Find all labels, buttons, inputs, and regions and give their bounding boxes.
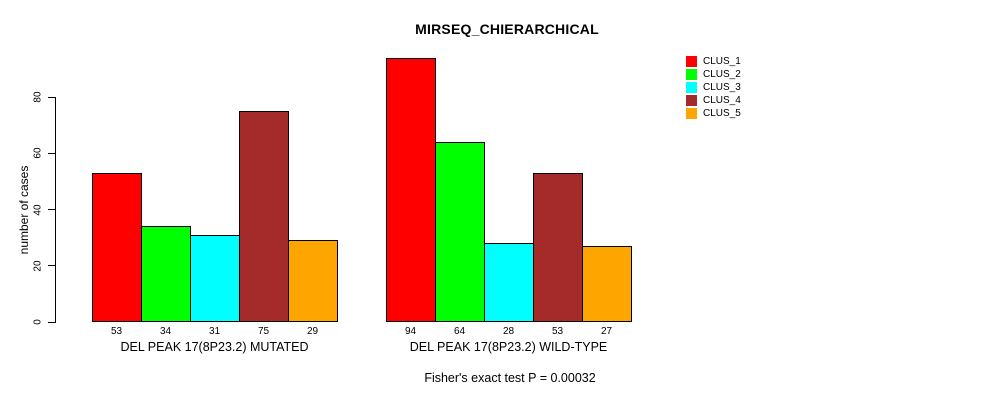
bar-value-label: 34 xyxy=(159,326,172,337)
y-axis-tick xyxy=(48,321,56,323)
y-axis-tick-label: 40 xyxy=(32,203,44,216)
bar-clus_1-group1 xyxy=(92,172,142,322)
bar-clus_5-group1 xyxy=(288,240,338,322)
legend-swatch-icon xyxy=(686,108,697,119)
y-axis-tick xyxy=(48,265,56,267)
legend-item-clus_5: CLUS_5 xyxy=(686,108,741,119)
bar-clus_1-group2 xyxy=(386,57,436,322)
y-axis-tick-label: 20 xyxy=(32,260,44,272)
legend-item-clus_1: CLUS_1 xyxy=(686,56,741,67)
bar-value-label: 31 xyxy=(208,326,221,337)
bar-clus_4-group1 xyxy=(239,111,289,322)
y-axis-tick-label: 60 xyxy=(32,147,44,159)
bar-value-label: 75 xyxy=(257,326,270,337)
legend-label: CLUS_3 xyxy=(703,82,741,93)
bar-clus_2-group1 xyxy=(141,226,191,322)
y-axis-tick xyxy=(48,209,56,210)
y-axis-tick-label: 80 xyxy=(32,91,44,103)
bar-clus_2-group2 xyxy=(435,142,485,322)
footer-annotation: Fisher's exact test P = 0.00032 xyxy=(424,371,596,385)
bar-clus_5-group2 xyxy=(582,246,632,322)
legend-item-clus_3: CLUS_3 xyxy=(686,82,741,93)
x-group-label: DEL PEAK 17(8P23.2) WILD-TYPE xyxy=(409,340,608,354)
legend: CLUS_1 CLUS_2 CLUS_3 CLUS_4 CLUS_5 xyxy=(686,56,741,119)
legend-label: CLUS_2 xyxy=(703,69,741,80)
legend-swatch-icon xyxy=(686,95,697,106)
legend-swatch-icon xyxy=(686,82,697,93)
legend-item-clus_4: CLUS_4 xyxy=(686,95,741,106)
legend-item-clus_2: CLUS_2 xyxy=(686,69,741,80)
x-group-label: DEL PEAK 17(8P23.2) MUTATED xyxy=(120,340,309,354)
chart-title: MIRSEQ_CHIERARCHICAL xyxy=(415,21,599,37)
legend-swatch-icon xyxy=(686,69,697,80)
bar-value-label: 64 xyxy=(453,326,466,337)
bar-value-label: 27 xyxy=(600,326,613,337)
bar-clus_3-group1 xyxy=(190,234,240,322)
legend-label: CLUS_5 xyxy=(703,108,741,119)
y-axis-tick xyxy=(48,152,56,154)
legend-label: CLUS_4 xyxy=(703,95,741,106)
y-axis-line xyxy=(55,97,56,323)
bar-value-label: 53 xyxy=(110,326,123,337)
bar-value-label: 28 xyxy=(502,326,515,337)
y-axis-tick-label: 0 xyxy=(32,319,44,325)
y-axis-tick xyxy=(48,96,56,98)
bar-value-label: 53 xyxy=(551,326,564,337)
bar-value-label: 29 xyxy=(306,326,319,337)
bar-clus_3-group2 xyxy=(484,243,534,322)
legend-swatch-icon xyxy=(686,56,697,67)
bar-value-label: 94 xyxy=(404,326,417,337)
legend-label: CLUS_1 xyxy=(703,56,741,67)
bar-clus_4-group2 xyxy=(533,172,583,322)
